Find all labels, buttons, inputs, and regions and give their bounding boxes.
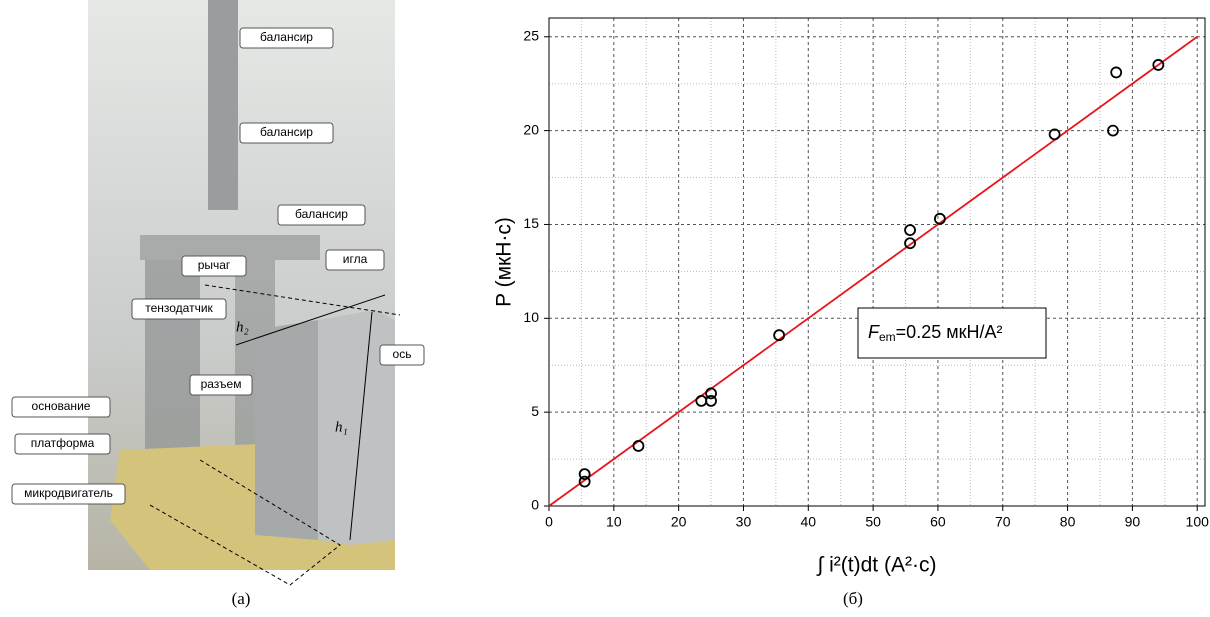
label-box (189, 374, 253, 396)
photo-label: основание (32, 399, 91, 413)
label-box (239, 122, 334, 144)
y-tick-label: 20 (523, 121, 539, 137)
x-tick-label: 60 (930, 514, 946, 530)
y-tick-label: 5 (531, 403, 539, 419)
photo-label: балансир (260, 125, 313, 139)
caption: (б) (843, 589, 863, 608)
point (1048, 128, 1061, 141)
x-tick-label: 90 (1125, 514, 1141, 530)
x-tick-label: 40 (800, 514, 816, 530)
point (1152, 59, 1165, 71)
point (578, 475, 591, 488)
point (695, 394, 708, 407)
photo-label: рычаг (198, 258, 231, 272)
point (773, 329, 786, 342)
x-tick-label: 80 (1060, 514, 1076, 530)
photo-label: ось (393, 347, 412, 361)
point (1107, 124, 1119, 137)
annotation: Fem=0.25 мкН/А² (868, 322, 1002, 344)
annotation-part: em (879, 330, 896, 344)
photo-label: игла (343, 252, 368, 266)
label-box (277, 204, 366, 226)
label-box (11, 396, 111, 418)
y-tick-label: 25 (523, 27, 539, 43)
dimension-label: h₂ (236, 319, 249, 335)
x-tick-label: 10 (606, 514, 622, 530)
point (632, 440, 645, 452)
x-tick-label: 70 (995, 514, 1011, 530)
y-tick-label: 10 (523, 309, 539, 325)
plot-frame (548, 17, 1206, 507)
photo-label: балансир (260, 30, 313, 44)
annotation-part: =0.25 мкН/А² (896, 322, 1003, 342)
x-tick-label: 100 (1186, 514, 1210, 530)
label-box (239, 27, 334, 49)
point (705, 394, 717, 407)
label-box (379, 344, 425, 366)
annotation-part: F (868, 322, 880, 342)
point (705, 387, 717, 400)
label-box (11, 483, 126, 505)
photo-label: балансир (295, 207, 348, 221)
label-box (181, 255, 247, 277)
point (578, 468, 591, 480)
x-axis-label: ∫ i²(t)dt (А²·с) (817, 554, 937, 577)
point (933, 212, 946, 225)
point (1110, 66, 1123, 79)
photo-label: разъем (201, 377, 242, 391)
photo-label: микродвигатель (24, 486, 113, 500)
x-tick-label: 30 (736, 514, 752, 530)
label-box (14, 433, 111, 455)
label-box (325, 249, 385, 271)
x-tick-label: 0 (545, 514, 553, 530)
photo-label: платформа (31, 436, 95, 450)
annotation-box (857, 307, 1047, 359)
caption: (а) (232, 589, 251, 608)
fit-line (548, 36, 1198, 507)
x-tick-label: 50 (865, 514, 881, 530)
photo (88, 0, 401, 586)
label-box (131, 298, 227, 320)
photo-label: тензодатчик (145, 301, 213, 315)
dimension-label: h₁ (335, 419, 348, 435)
point (904, 237, 916, 250)
y-axis-label: P (мкН·с) (493, 217, 516, 307)
y-tick-label: 0 (531, 497, 539, 513)
x-tick-label: 20 (671, 514, 687, 530)
y-tick-label: 15 (523, 215, 539, 231)
point (904, 224, 916, 236)
